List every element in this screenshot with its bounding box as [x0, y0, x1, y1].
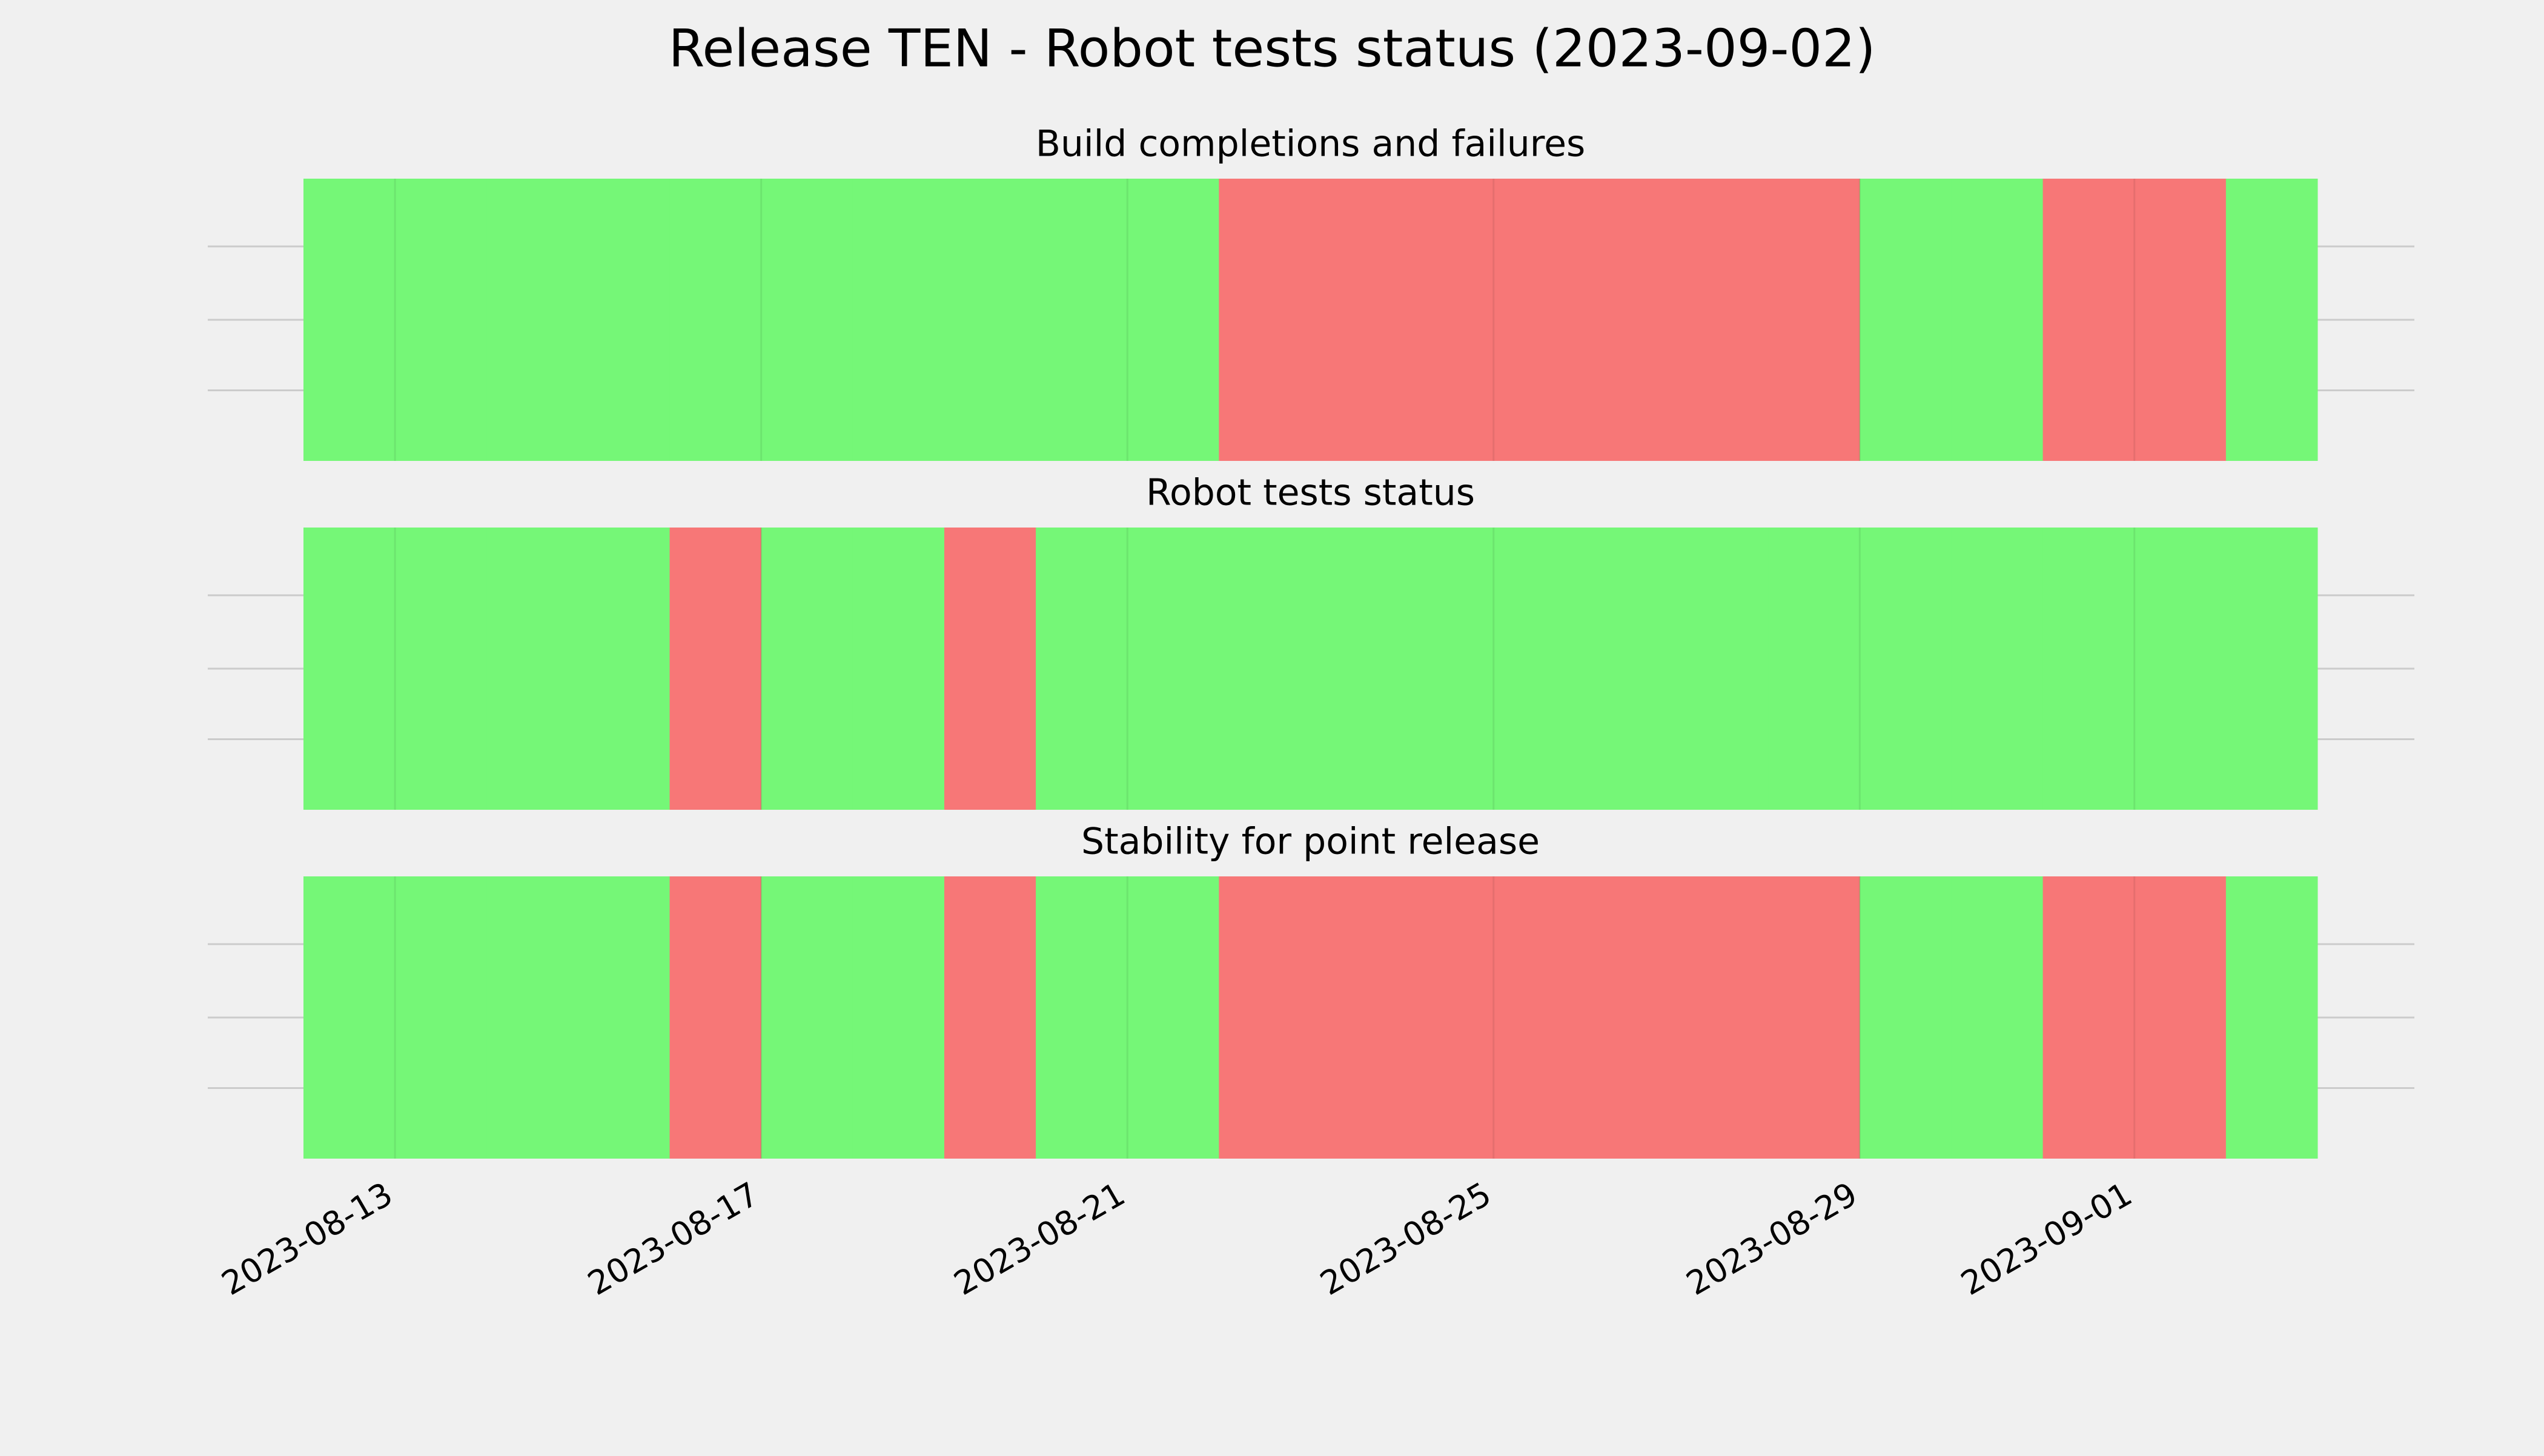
status-segment [669, 528, 762, 810]
status-segment [669, 876, 762, 1159]
status-segment [1402, 179, 1494, 461]
status-segment [1402, 528, 1494, 810]
status-segment [1219, 876, 1311, 1159]
status-segment [1585, 179, 1677, 461]
status-segment [761, 528, 853, 810]
status-segment [303, 528, 396, 810]
status-segment [1585, 528, 1677, 810]
status-segment [486, 876, 578, 1159]
status-segment [761, 179, 853, 461]
status-segment [1310, 179, 1403, 461]
status-segment [578, 528, 671, 810]
status-segment [1493, 528, 1586, 810]
status-segment [2042, 528, 2135, 810]
status-segment [1036, 179, 1128, 461]
status-segment [669, 179, 762, 461]
status-segment [2225, 528, 2318, 810]
status-segment [486, 528, 578, 810]
status-segment [1768, 528, 1860, 810]
status-segment [1677, 528, 1769, 810]
status-segment [852, 179, 945, 461]
chart-title: Release TEN - Robot tests status (2023-0… [669, 18, 1876, 79]
status-segment [1677, 876, 1769, 1159]
status-segment [303, 876, 396, 1159]
status-segment [1768, 179, 1860, 461]
status-segment [578, 179, 671, 461]
status-segment [1036, 876, 1128, 1159]
status-segment [1585, 876, 1677, 1159]
status-segment [944, 179, 1036, 461]
status-segment [2134, 179, 2227, 461]
status-segment [1127, 528, 1219, 810]
status-segment [578, 876, 671, 1159]
status-segment [303, 179, 396, 461]
subplot-title: Build completions and failures [1036, 123, 1586, 165]
status-segment [1036, 528, 1128, 810]
status-segment [2134, 876, 2227, 1159]
status-segment [395, 528, 487, 810]
status-segment [1310, 876, 1403, 1159]
subplot-title: Stability for point release [1081, 821, 1540, 863]
status-segment [1860, 179, 1952, 461]
subplot-title: Robot tests status [1146, 472, 1475, 514]
status-segment [1127, 179, 1219, 461]
status-segment [1127, 876, 1219, 1159]
status-segment [852, 876, 945, 1159]
status-segment [761, 876, 853, 1159]
status-segment [1860, 876, 1952, 1159]
status-segment [395, 876, 487, 1159]
status-segment [2225, 179, 2318, 461]
status-segment [1951, 876, 2044, 1159]
status-segment [2134, 528, 2227, 810]
status-segment [1951, 179, 2044, 461]
status-segment [944, 528, 1036, 810]
status-segment [1493, 876, 1586, 1159]
status-segment [2042, 876, 2135, 1159]
status-segment [1951, 528, 2044, 810]
status-segment [486, 179, 578, 461]
status-segment [1677, 179, 1769, 461]
status-segment [1219, 528, 1311, 810]
status-segment [1310, 528, 1403, 810]
status-segment [1219, 179, 1311, 461]
status-segment [2042, 179, 2135, 461]
status-segment [2225, 876, 2318, 1159]
status-segment [1768, 876, 1860, 1159]
status-segment [1860, 528, 1952, 810]
status-segment [852, 528, 945, 810]
status-segment [944, 876, 1036, 1159]
status-segment [1493, 179, 1586, 461]
status-segment [395, 179, 487, 461]
status-segment [1402, 876, 1494, 1159]
